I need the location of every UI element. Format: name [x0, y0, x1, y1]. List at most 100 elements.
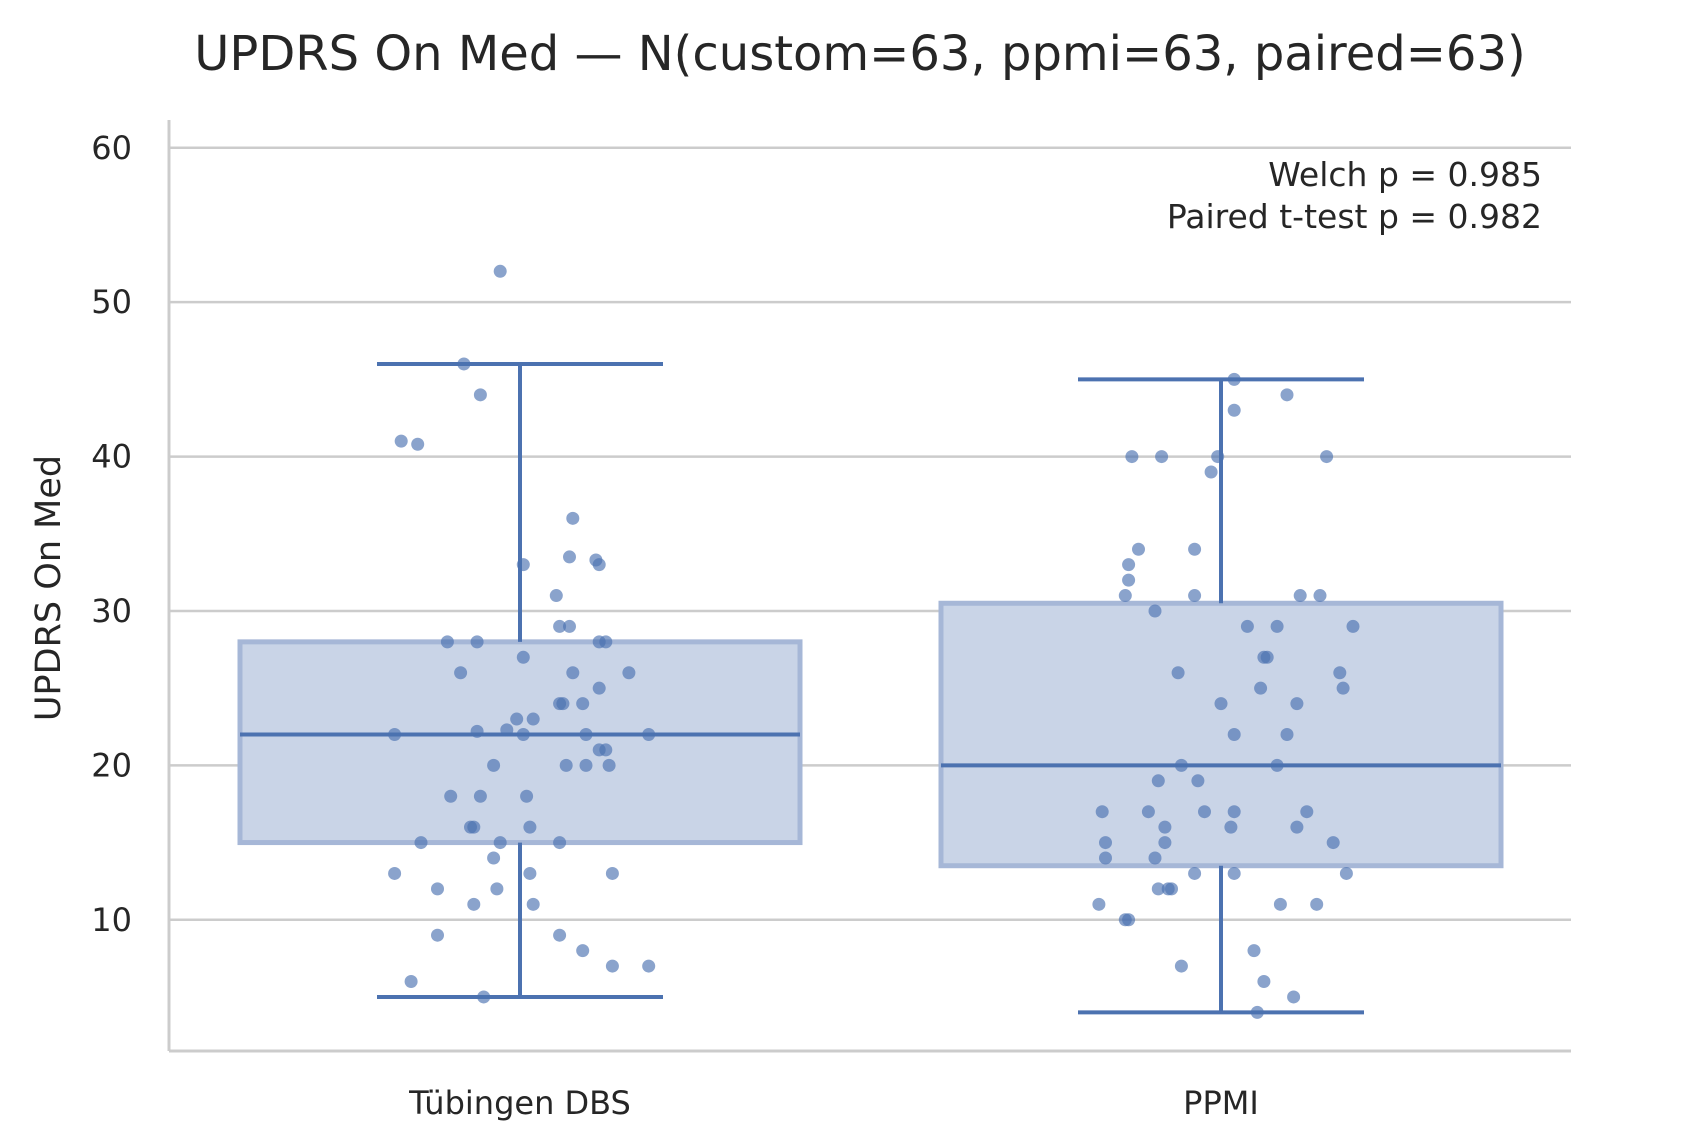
point-2-37 — [1198, 805, 1211, 819]
point-1-14 — [440, 635, 454, 649]
point-1-50 — [388, 866, 402, 880]
y-axis-label: UPDRS On Med — [29, 455, 69, 721]
point-1-11 — [549, 589, 563, 603]
point-2-20 — [1346, 619, 1360, 633]
point-1-28 — [500, 723, 514, 737]
y-tick-label-30: 30 — [91, 592, 132, 630]
point-1-26 — [388, 727, 402, 741]
point-2-34 — [1191, 774, 1205, 788]
point-1-24 — [556, 697, 570, 711]
point-2-18 — [1270, 619, 1284, 633]
point-2-14 — [1188, 589, 1202, 603]
point-2-55 — [1273, 897, 1287, 911]
point-2-56 — [1310, 897, 1324, 911]
point-2-28 — [1290, 697, 1304, 711]
point-2-17 — [1148, 604, 1162, 618]
point-1-22 — [592, 681, 606, 695]
point-1-45 — [523, 820, 537, 834]
point-2-31 — [1174, 758, 1188, 772]
point-1-13 — [563, 619, 576, 633]
point-1-40 — [444, 789, 458, 803]
data-points — [388, 264, 1360, 1019]
point-1-27 — [470, 724, 484, 738]
point-2-60 — [1247, 944, 1261, 958]
point-1-39 — [602, 758, 616, 772]
point-1-53 — [431, 882, 444, 896]
point-2-40 — [1158, 820, 1172, 834]
point-2-19 — [1240, 619, 1254, 633]
y-tick-label-20: 20 — [91, 746, 132, 784]
point-2-16 — [1313, 589, 1327, 603]
point-1-41 — [473, 789, 487, 803]
point-1-38 — [579, 758, 593, 772]
axes — [167, 120, 1571, 1053]
point-1-29 — [510, 712, 524, 726]
x-tick-labels: Tübingen DBS PPMI — [408, 1084, 1259, 1122]
point-1-9 — [592, 558, 606, 572]
x-tick-label-2: PPMI — [1183, 1084, 1259, 1122]
point-1-58 — [553, 928, 567, 942]
point-2-27 — [1214, 697, 1228, 711]
point-2-49 — [1227, 866, 1241, 880]
y-tick-label-60: 60 — [91, 129, 132, 167]
point-1-60 — [404, 975, 418, 989]
point-2-4 — [1125, 450, 1139, 464]
point-1-2 — [457, 357, 471, 371]
point-2-5 — [1155, 450, 1169, 464]
point-2-23 — [1171, 666, 1185, 680]
box-2 — [938, 377, 1504, 1015]
point-2-47 — [1148, 851, 1162, 865]
point-1-46 — [414, 836, 428, 850]
point-2-48 — [1188, 866, 1202, 880]
point-2-61 — [1257, 975, 1271, 989]
point-2-1 — [1227, 372, 1241, 386]
point-1-17 — [599, 635, 613, 649]
point-1-35 — [599, 743, 613, 757]
y-tick-label-10: 10 — [91, 901, 132, 939]
point-2-6 — [1211, 450, 1225, 464]
point-1-30 — [526, 712, 540, 726]
point-2-44 — [1158, 836, 1172, 850]
point-1-54 — [490, 882, 504, 896]
point-1-37 — [559, 758, 573, 772]
point-1-18 — [516, 650, 530, 664]
box-plots — [237, 361, 1504, 1015]
point-1-47 — [493, 836, 507, 850]
point-2-2 — [1280, 388, 1294, 402]
annotation-line-2: Paired t-test p = 0.982 — [1167, 197, 1542, 236]
y-tick-label-40: 40 — [91, 438, 132, 476]
point-2-32 — [1270, 758, 1284, 772]
point-2-25 — [1254, 681, 1268, 695]
point-2-50 — [1339, 866, 1353, 880]
point-1-33 — [642, 727, 656, 741]
point-1-25 — [576, 697, 590, 711]
y-tick-labels: 10 20 30 40 50 60 — [91, 129, 132, 939]
point-2-36 — [1141, 805, 1155, 819]
point-2-54 — [1092, 897, 1106, 911]
point-2-42 — [1290, 820, 1304, 834]
point-2-11 — [1122, 558, 1136, 572]
point-1-15 — [470, 635, 484, 649]
point-2-3 — [1227, 403, 1241, 417]
point-1-55 — [467, 897, 481, 911]
point-2-12 — [1122, 573, 1136, 587]
point-1-7 — [563, 550, 576, 564]
point-1-36 — [487, 758, 501, 772]
point-1-49 — [487, 851, 501, 865]
point-2-22 — [1257, 650, 1271, 664]
point-1-6 — [566, 511, 580, 525]
point-2-62 — [1287, 990, 1301, 1004]
point-1-56 — [526, 897, 540, 911]
point-1-42 — [520, 789, 534, 803]
point-2-39 — [1300, 805, 1314, 819]
point-2-29 — [1227, 727, 1241, 741]
point-1-63 — [477, 990, 491, 1004]
point-1-51 — [523, 866, 537, 880]
point-2-30 — [1280, 727, 1294, 741]
point-1-44 — [467, 820, 481, 834]
point-2-26 — [1336, 681, 1350, 695]
point-1-21 — [622, 666, 636, 680]
point-2-35 — [1095, 805, 1109, 819]
